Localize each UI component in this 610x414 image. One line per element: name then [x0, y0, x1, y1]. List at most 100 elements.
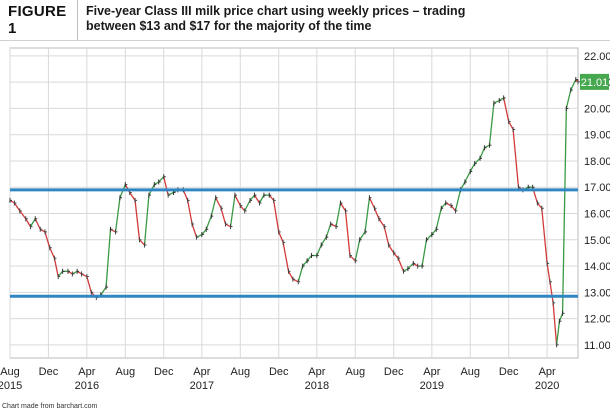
price-segment	[287, 270, 294, 280]
y-tick-label: 18.00	[584, 156, 610, 168]
x-tick-label: Aug	[230, 366, 250, 378]
price-segment	[306, 255, 312, 262]
price-segment	[34, 218, 41, 230]
price-segment	[273, 200, 280, 233]
price-segment	[302, 260, 308, 267]
price-segment	[561, 108, 567, 314]
price-segment	[335, 202, 342, 227]
price-segment	[268, 194, 275, 201]
price-segment	[282, 242, 290, 272]
x-tick-label: Aug	[460, 366, 480, 378]
x-tick-label: Dec	[384, 366, 404, 378]
price-segment	[229, 195, 236, 227]
price-segment	[49, 247, 56, 259]
y-tick-label: 19.00	[584, 130, 610, 142]
price-segment	[397, 257, 405, 272]
price-segment	[407, 262, 414, 270]
figure-label: FIGURE 1	[0, 0, 78, 40]
chart-credit: Chart made from barchart.com	[2, 403, 98, 410]
price-segment	[244, 200, 251, 212]
price-segment	[29, 218, 36, 227]
x-tick-label: Aug	[116, 366, 136, 378]
price-segment	[546, 263, 551, 282]
price-segment	[549, 281, 554, 303]
plot-area	[9, 47, 579, 359]
price-segment	[344, 210, 351, 256]
price-segment	[469, 163, 476, 172]
price-segment	[215, 197, 222, 209]
x-tick-label: Apr	[308, 366, 325, 378]
x-tick-label: Apr	[423, 366, 440, 378]
price-segment	[249, 194, 255, 201]
y-tick-label: 20.00	[584, 103, 610, 115]
price-segment	[239, 205, 246, 212]
price-segment	[508, 121, 514, 130]
y-tick-label: 14.00	[584, 261, 610, 273]
figure-title-line-1: Five-year Class III milk price chart usi…	[86, 4, 466, 18]
price-segment	[421, 239, 428, 267]
price-segment	[558, 313, 564, 322]
price-segment	[488, 103, 495, 146]
price-segment	[364, 197, 371, 232]
price-segment	[479, 147, 486, 159]
price-segment	[570, 79, 577, 91]
x-tick-label: Aug	[345, 366, 365, 378]
price-segment	[320, 236, 327, 246]
price-chart: 11.00 12.00 13.00 14.00 15.00 16.00 17.00 18.00…	[0, 47, 610, 392]
price-segment	[139, 239, 145, 246]
price-segment	[541, 208, 548, 264]
price-segment	[182, 189, 189, 201]
price-segment	[210, 197, 217, 217]
price-segment	[388, 244, 395, 254]
x-year-label: 2016	[75, 380, 99, 392]
price-segment	[220, 208, 227, 225]
x-tick-label: Apr	[539, 366, 556, 378]
x-tick-label: Apr	[78, 366, 95, 378]
x-year-label: 2018	[305, 380, 329, 392]
price-segment	[555, 321, 561, 345]
figure-title: Five-year Class III milk price chart usi…	[86, 4, 601, 34]
price-segment	[143, 195, 150, 246]
price-segment	[25, 218, 32, 227]
price-segment	[435, 208, 442, 230]
x-year-label: 2019	[420, 380, 444, 392]
price-segment	[503, 97, 510, 122]
price-segment	[393, 252, 399, 259]
y-tick-label: 16.00	[584, 209, 610, 221]
price-segment	[339, 202, 347, 212]
price-segment	[359, 231, 366, 241]
price-segment	[258, 194, 265, 204]
x-tick-label: Dec	[499, 366, 519, 378]
price-segment	[114, 197, 121, 232]
x-year-label: 2015	[0, 380, 22, 392]
last-price-label: 21.01	[581, 77, 609, 89]
y-tick-label: 13.00	[584, 287, 610, 299]
figure-title-line-2: between $13 and $17 for the majority of …	[86, 19, 372, 33]
price-segment	[158, 176, 165, 183]
price-segment	[13, 202, 21, 212]
price-segment	[100, 286, 107, 296]
price-segment	[53, 258, 59, 277]
price-segment	[378, 218, 385, 228]
x-tick-label: Dec	[269, 366, 289, 378]
price-segment	[105, 229, 112, 288]
price-segment	[57, 270, 64, 277]
price-segment	[129, 192, 136, 201]
price-segment	[454, 189, 462, 212]
price-segment	[86, 276, 92, 293]
price-segment	[316, 244, 322, 256]
price-segment	[383, 226, 390, 246]
x-tick-label: Aug	[0, 366, 20, 378]
x-year-label: 2020	[535, 380, 559, 392]
x-tick-label: Dec	[39, 366, 59, 378]
price-segment	[234, 194, 241, 206]
y-tick-label: 15.00	[584, 235, 610, 247]
price-segment	[552, 302, 558, 345]
y-tick-label: 17.00	[584, 182, 610, 194]
price-segment	[426, 234, 433, 241]
figure-header: FIGURE 1 Five-year Class III milk price …	[0, 0, 610, 41]
y-tick-label: 22.00	[584, 51, 610, 63]
price-segment	[373, 208, 380, 220]
y-tick-label: 12.00	[584, 314, 610, 326]
price-segment	[205, 215, 212, 230]
